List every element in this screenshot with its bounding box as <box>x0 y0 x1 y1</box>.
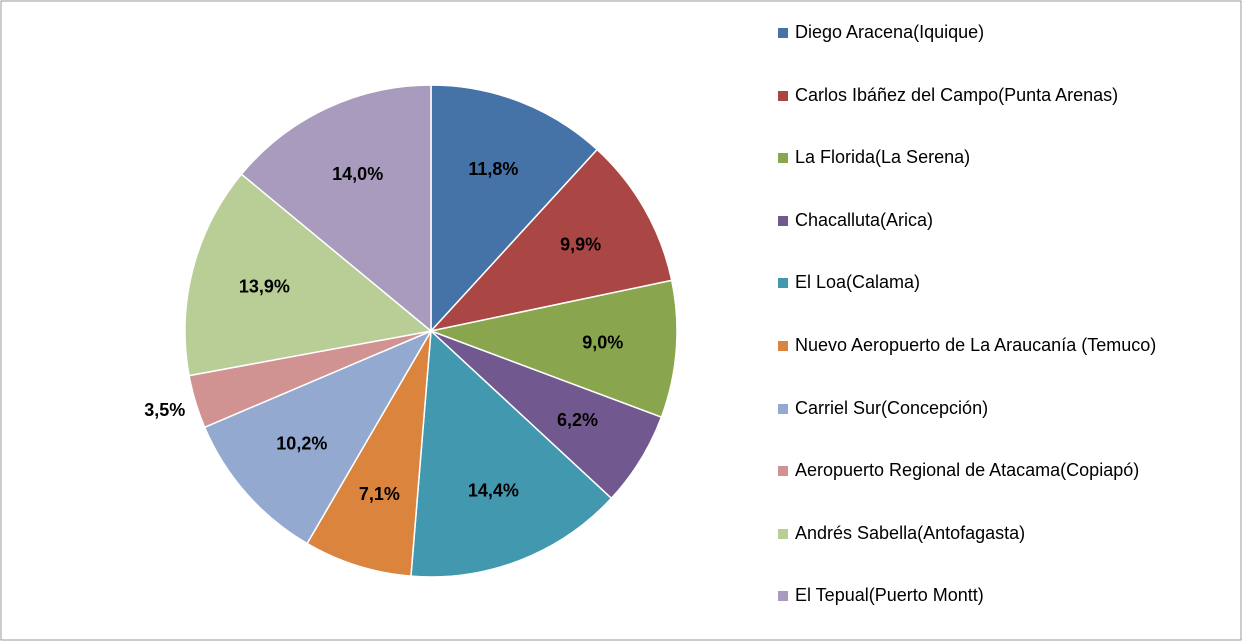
legend-swatch <box>778 591 788 602</box>
pie-slice <box>240 84 432 333</box>
legend-swatch <box>778 466 788 477</box>
legend-swatch <box>778 528 788 539</box>
data-label: 11,8% <box>468 159 518 179</box>
data-label: 6,2% <box>557 410 598 430</box>
legend-swatch <box>778 153 788 164</box>
pie-slice <box>410 329 613 578</box>
legend-label: Nuevo Aeropuerto de La Araucanía (Temuco… <box>795 335 1157 355</box>
legend-label: Carlos Ibáñez del Campo(Punta Arenas) <box>795 84 1119 105</box>
legend-swatch <box>778 28 788 38</box>
data-label: 3,5% <box>144 400 185 420</box>
pie-slice <box>184 173 433 377</box>
legend-label: Aeropuerto Regional de Atacama(Copiapó) <box>795 460 1140 481</box>
data-label: 13,9% <box>239 276 290 296</box>
legend-label: La Florida(La Serena) <box>795 147 971 168</box>
data-label: 10,2% <box>276 434 327 454</box>
data-label: 9,9% <box>560 234 601 254</box>
legend-swatch <box>778 403 788 414</box>
data-label: 9,0% <box>582 333 623 353</box>
legend-label: El Loa(Calama) <box>795 272 921 293</box>
legend-label: Andrés Sabella(Antofagasta) <box>795 522 1026 543</box>
pie-slice <box>428 148 673 333</box>
legend-label: El Tepual(Puerto Montt) <box>795 585 984 606</box>
pie-slice <box>306 330 432 577</box>
legend-swatch <box>778 90 788 101</box>
pie-slice <box>203 329 433 545</box>
data-label: 14,0% <box>332 164 383 184</box>
legend-label: Chacalluta(Arica) <box>795 209 934 230</box>
legend-label: Carriel Sur(Concepción) <box>795 397 989 418</box>
legend-swatch <box>778 278 788 289</box>
legend-swatch <box>778 215 788 226</box>
pie-slice <box>428 279 678 419</box>
data-label: 7,1% <box>359 484 400 504</box>
pie-slice <box>430 84 599 333</box>
legend-swatch <box>778 341 788 351</box>
legend-label: Diego Aracena(Iquique) <box>795 22 985 42</box>
data-label: 14,4% <box>468 480 519 500</box>
